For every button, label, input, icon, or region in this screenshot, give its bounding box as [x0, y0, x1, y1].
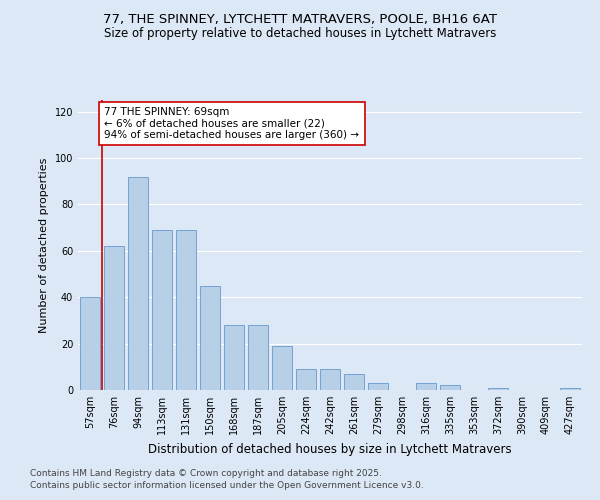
Bar	[128, 176, 148, 390]
Bar	[248, 325, 268, 390]
Bar	[320, 369, 340, 390]
Bar	[176, 230, 196, 390]
Bar	[152, 230, 172, 390]
Text: Size of property relative to detached houses in Lytchett Matravers: Size of property relative to detached ho…	[104, 28, 496, 40]
Bar	[416, 383, 436, 390]
Bar	[488, 388, 508, 390]
Text: Contains public sector information licensed under the Open Government Licence v3: Contains public sector information licen…	[30, 481, 424, 490]
Bar	[200, 286, 220, 390]
Bar	[104, 246, 124, 390]
Bar	[80, 297, 100, 390]
Text: Contains HM Land Registry data © Crown copyright and database right 2025.: Contains HM Land Registry data © Crown c…	[30, 468, 382, 477]
Bar	[344, 374, 364, 390]
Bar	[296, 369, 316, 390]
Bar	[440, 386, 460, 390]
Bar	[368, 383, 388, 390]
Bar	[224, 325, 244, 390]
Bar	[560, 388, 580, 390]
Text: 77 THE SPINNEY: 69sqm
← 6% of detached houses are smaller (22)
94% of semi-detac: 77 THE SPINNEY: 69sqm ← 6% of detached h…	[104, 107, 359, 140]
Y-axis label: Number of detached properties: Number of detached properties	[39, 158, 49, 332]
X-axis label: Distribution of detached houses by size in Lytchett Matravers: Distribution of detached houses by size …	[148, 442, 512, 456]
Bar	[272, 346, 292, 390]
Text: 77, THE SPINNEY, LYTCHETT MATRAVERS, POOLE, BH16 6AT: 77, THE SPINNEY, LYTCHETT MATRAVERS, POO…	[103, 12, 497, 26]
